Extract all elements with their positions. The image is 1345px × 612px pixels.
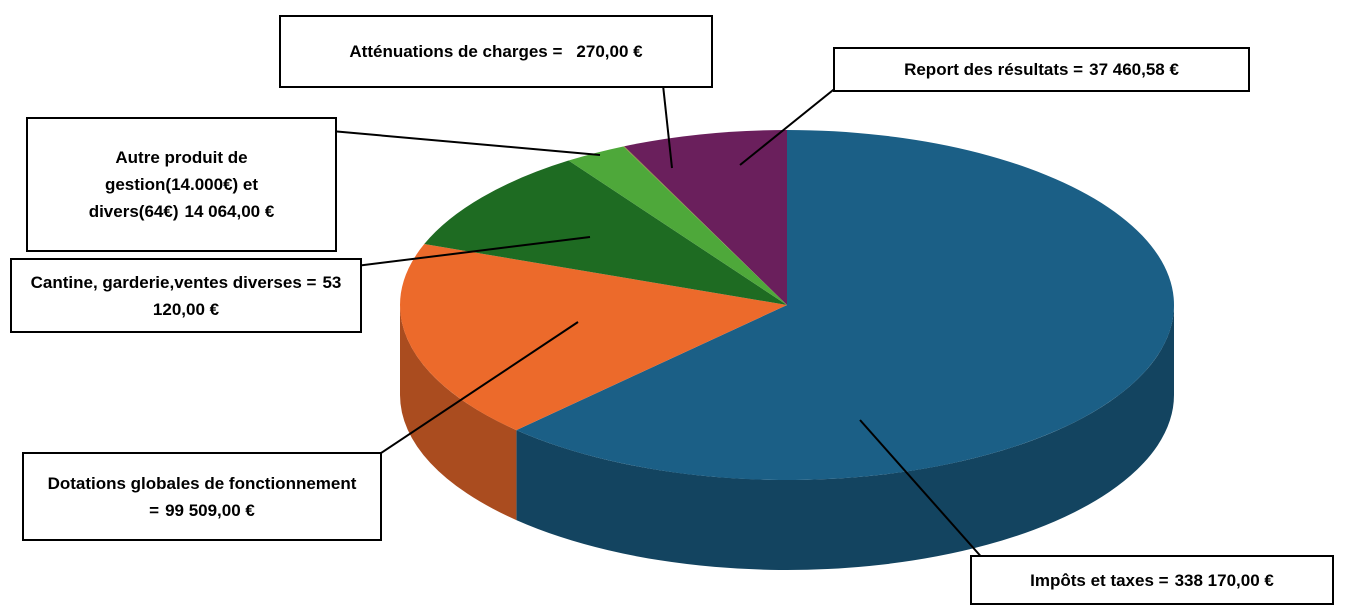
leader-line — [362, 321, 579, 466]
pie-tops — [399, 130, 1175, 481]
leader-lines — [319, 69, 1001, 579]
leader-line — [662, 84, 673, 169]
value-label: 270,00 € — [576, 42, 643, 61]
leader-line — [859, 419, 1001, 579]
slice — [399, 244, 787, 431]
label-box: Autre produit de gestion(14.000€) et div… — [26, 117, 337, 252]
slice — [516, 130, 1175, 481]
label-box: Report des résultats = 37 460,58 € — [833, 47, 1250, 92]
value-label: 14 064,00 € — [184, 202, 275, 221]
category-label: Cantine, garderie,ventes diverses = — [30, 272, 317, 292]
category-label: Impôts et taxes = — [1030, 570, 1169, 590]
value-label: 53 120,00 € — [152, 272, 342, 319]
slice — [568, 146, 787, 305]
category-label: Autre produit de gestion(14.000€) et div… — [88, 148, 259, 221]
value-label: 99 509,00 € — [165, 500, 255, 520]
value-label: 338 170,00 € — [1174, 570, 1274, 590]
label-box: Atténuations de charges = 270,00 € — [279, 15, 713, 88]
category-label: Report des résultats = — [904, 60, 1084, 79]
value-label: 37 460,58 € — [1089, 60, 1179, 79]
leader-line — [339, 236, 591, 269]
category-label: Atténuations de charges = — [349, 42, 563, 61]
slice — [424, 160, 787, 305]
label-box: Cantine, garderie,ventes diverses = 53 12… — [10, 258, 362, 333]
category-label: Dotations globales de fonctionnement = — [47, 473, 357, 520]
label-box: Dotations globales de fonctionnement = 99… — [22, 452, 382, 541]
pie-sides — [400, 305, 1174, 570]
slice — [623, 146, 787, 305]
slice — [624, 130, 787, 305]
label-box: Impôts et taxes = 338 170,00 € — [970, 555, 1334, 605]
leader-line — [319, 129, 601, 156]
slice-side — [516, 305, 1174, 570]
slice-side — [400, 305, 517, 521]
